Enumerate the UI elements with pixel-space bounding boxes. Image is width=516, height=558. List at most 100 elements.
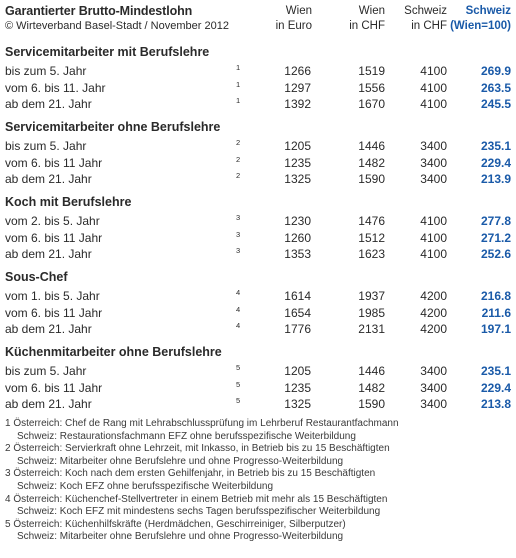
row-label: vom 6. bis 11. Jahr (5, 80, 106, 95)
value-index: 216.8 (480, 289, 511, 303)
table-row: bis zum 5. Jahr 5 1205 1446 3400 235.1 (5, 363, 511, 380)
value-index: 229.4 (480, 380, 511, 395)
value-schweiz-chf: 3400 (420, 139, 447, 153)
section-servicemitarbeiter-ohne-lehre: Servicemitarbeiter ohne Berufslehre bis … (5, 118, 511, 188)
value-wien-euro: 1392 (284, 97, 311, 111)
footnote-number: 2 (5, 443, 11, 455)
value-schweiz-chf: 3400 (420, 155, 447, 170)
value-wien-euro: 1776 (284, 322, 311, 336)
row-label: vom 6. bis 11 Jahr (5, 155, 103, 170)
table-row: vom 6. bis 11 Jahr 2 1235 1482 3400 229.… (5, 155, 511, 172)
table-row: vom 2. bis 5. Jahr 3 1230 1476 4100 277.… (5, 213, 511, 230)
value-schweiz-chf: 4100 (420, 97, 447, 111)
section-title: Koch mit Berufslehre (5, 195, 132, 209)
value-index: 229.4 (480, 155, 511, 170)
column-header-wien-chf: Wien in CHF (349, 4, 385, 34)
table-row: bis zum 5. Jahr 2 1205 1446 3400 235.1 (5, 138, 511, 155)
footnote-number: 5 (5, 518, 11, 530)
value-index: 235.1 (480, 364, 511, 378)
footnote-text: Österreich: Servierkraft ohne Lehrzeit, … (13, 443, 390, 455)
value-wien-chf: 1446 (358, 139, 385, 153)
section-title: Servicemitarbeiter mit Berufslehre (5, 45, 210, 59)
value-schweiz-chf: 4200 (420, 305, 447, 320)
footnote-ref: 2 (236, 171, 241, 180)
value-wien-euro: 1654 (284, 305, 311, 320)
value-wien-chf: 1590 (358, 172, 385, 186)
value-wien-chf: 1623 (358, 247, 385, 261)
value-index: 213.8 (480, 397, 511, 411)
footnote-number: 4 (5, 493, 11, 505)
value-wien-euro: 1325 (284, 397, 311, 411)
footnote-number: 3 (5, 468, 11, 480)
table-title: Garantierter Brutto-Mindestlohn (5, 4, 193, 18)
value-schweiz-chf: 4200 (420, 322, 447, 336)
value-schweiz-chf: 3400 (420, 380, 447, 395)
value-wien-euro: 1260 (284, 230, 311, 245)
value-wien-euro: 1614 (284, 289, 311, 303)
table-row: vom 6. bis 11 Jahr 5 1235 1482 3400 229.… (5, 380, 511, 397)
value-wien-chf: 1446 (358, 364, 385, 378)
table-row: ab dem 21. Jahr 1 1392 1670 4100 245.5 (5, 96, 511, 113)
footnote-5: 5 Österreich: Küchenhilfskräfte (Herdmäd… (5, 519, 511, 544)
footnote-text: Schweiz: Restaurationsfachmann EFZ ohne … (17, 430, 356, 442)
section-kuechenmitarbeiter-ohne-lehre: Küchenmitarbeiter ohne Berufslehre bis z… (5, 343, 511, 413)
table-row: vom 6. bis 11. Jahr 1 1297 1556 4100 263… (5, 80, 511, 97)
value-index: 211.6 (481, 305, 511, 320)
footnote-ref: 2 (236, 138, 241, 147)
table-row: ab dem 21. Jahr 2 1325 1590 3400 213.9 (5, 171, 511, 188)
value-wien-euro: 1235 (284, 380, 311, 395)
footnote-text: Schweiz: Koch EFZ ohne berufsspezifische… (17, 480, 274, 492)
footnote-ref: 5 (236, 363, 241, 372)
row-label: ab dem 21. Jahr (5, 97, 92, 111)
row-label: vom 6. bis 11 Jahr (5, 305, 103, 320)
value-schweiz-chf: 3400 (420, 172, 447, 186)
row-label: vom 2. bis 5. Jahr (5, 214, 100, 228)
row-label: vom 6. bis 11 Jahr (5, 230, 103, 245)
section-title: Sous-Chef (5, 270, 68, 284)
value-wien-chf: 1590 (358, 397, 385, 411)
table-row: ab dem 21. Jahr 4 1776 2131 4200 197.1 (5, 321, 511, 338)
footnotes: 1 Österreich: Chef de Rang mit Lehrabsch… (5, 418, 511, 544)
footnote-text: Schweiz: Mitarbeiter ohne Berufslehre un… (17, 531, 344, 543)
value-wien-chf: 1937 (358, 289, 385, 303)
footnote-text: Schweiz: Koch EFZ mit mindestens sechs T… (17, 506, 381, 518)
footnote-text: Schweiz: Mitarbeiter ohne Berufslehre un… (17, 455, 344, 467)
value-index: 245.5 (480, 97, 511, 111)
footnote-text: Österreich: Koch nach dem ersten Gehilfe… (13, 468, 376, 480)
value-wien-euro: 1205 (284, 139, 311, 153)
footnote-ref: 4 (236, 304, 241, 314)
value-index: 252.6 (480, 247, 511, 261)
section-servicemitarbeiter-mit-lehre: Servicemitarbeiter mit Berufslehre bis z… (5, 43, 511, 113)
value-wien-chf: 1476 (358, 214, 385, 228)
value-wien-euro: 1297 (284, 80, 311, 95)
value-wien-chf: 2131 (358, 322, 385, 336)
footnote-ref: 3 (236, 213, 241, 222)
footnote-text: Österreich: Chef de Rang mit Lehrabschlu… (13, 418, 399, 429)
column-header-line: Wien (285, 5, 312, 17)
value-schweiz-chf: 4100 (420, 64, 447, 78)
footnote-ref: 4 (236, 288, 241, 297)
table-row: bis zum 5. Jahr 1 1266 1519 4100 269.9 (5, 63, 511, 80)
footnote-ref: 3 (236, 229, 241, 239)
section-koch-mit-lehre: Koch mit Berufslehre vom 2. bis 5. Jahr … (5, 193, 511, 263)
table-row: vom 1. bis 5. Jahr 4 1614 1937 4200 216.… (5, 288, 511, 305)
value-index: 263.5 (480, 80, 511, 95)
row-label: bis zum 5. Jahr (5, 139, 87, 153)
row-label: bis zum 5. Jahr (5, 364, 87, 378)
footnote-1: 1 Österreich: Chef de Rang mit Lehrabsch… (5, 418, 511, 443)
column-header-schweiz-index: Schweiz (Wien=100) (450, 4, 511, 34)
footnote-3: 3 Österreich: Koch nach dem ersten Gehil… (5, 468, 511, 493)
value-wien-chf: 1556 (358, 80, 385, 95)
value-wien-chf: 1512 (358, 230, 385, 245)
value-wien-euro: 1266 (284, 64, 311, 78)
value-schweiz-chf: 4200 (420, 289, 447, 303)
footnote-ref: 1 (236, 96, 241, 105)
row-label: ab dem 21. Jahr (5, 322, 92, 336)
column-header-schweiz-chf: Schweiz in CHF (404, 4, 447, 34)
value-schweiz-chf: 3400 (420, 397, 447, 411)
footnote-text: Österreich: Küchenhilfskräfte (Herdmädch… (13, 518, 346, 530)
value-wien-chf: 1482 (358, 155, 385, 170)
section-sous-chef: Sous-Chef vom 1. bis 5. Jahr 4 1614 1937… (5, 268, 511, 338)
column-header-line: in CHF (349, 20, 385, 32)
